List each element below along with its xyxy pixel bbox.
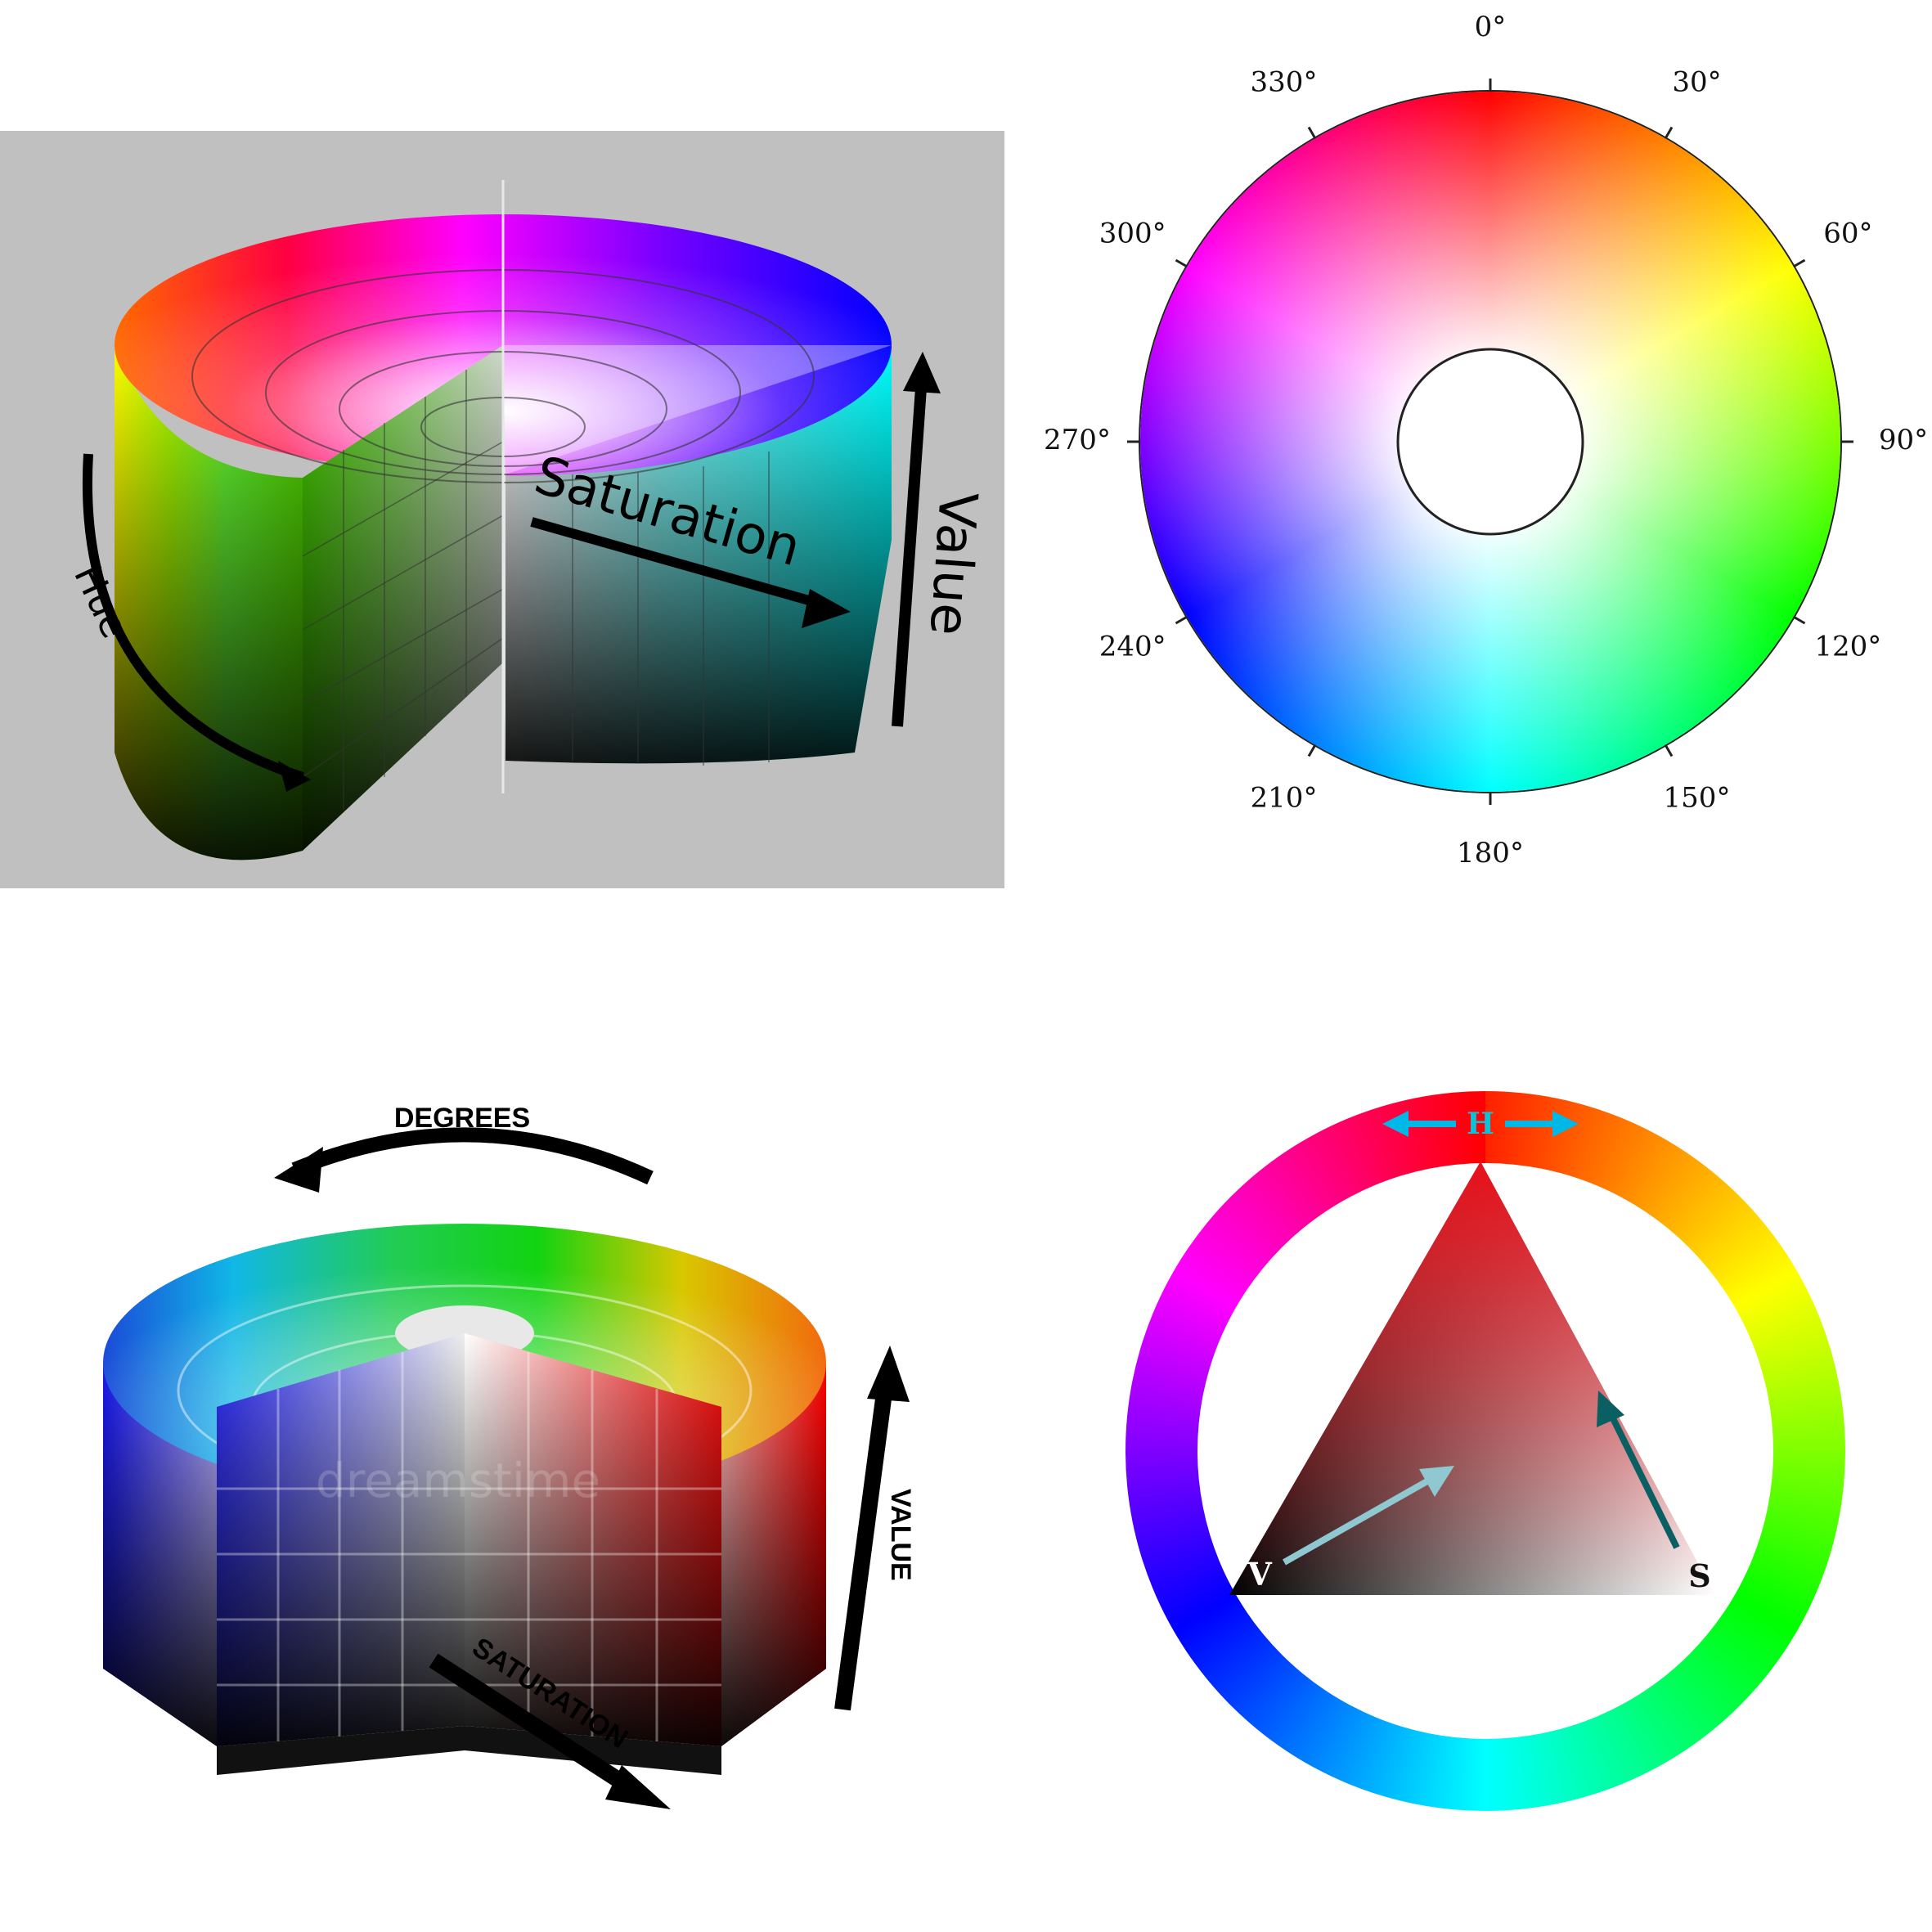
angle-label-330: 330° [1251, 66, 1318, 99]
hue-wheel-overlay: 0° 30° 60° 90° 120° 150° 180° 210° 240° … [1044, 11, 1928, 869]
value-arrow [834, 1373, 895, 1711]
saturation-arrow [530, 517, 828, 610]
hsv-triangle-panel: H V S [1088, 1063, 1932, 1881]
hsv-cylinder-panel: Hue Saturation Value [0, 131, 1004, 888]
degrees-arrow [291, 1127, 654, 1185]
angle-tick [1792, 258, 1806, 268]
angle-tick [1307, 744, 1317, 757]
s-label: S [1688, 1557, 1710, 1594]
angle-tick [1307, 126, 1317, 140]
angle-tick [1175, 615, 1188, 625]
saturation-arrow [429, 1653, 635, 1795]
angle-label-210: 210° [1251, 781, 1318, 814]
s-arrow [1608, 1413, 1680, 1549]
angle-label-300: 300° [1099, 218, 1166, 250]
angle-label-240: 240° [1099, 631, 1166, 663]
h-arrow [1382, 1111, 1579, 1137]
value-arrow [892, 375, 928, 727]
value-label: Value [918, 490, 988, 637]
center-hole [1396, 348, 1584, 536]
angle-tick [1792, 615, 1806, 625]
degrees-label: DEGREES [394, 1103, 530, 1134]
angle-label-180: 180° [1457, 837, 1524, 869]
hsv-cylinder-diagram: Hue Saturation Value [65, 180, 988, 860]
hue-wheel-panel: 0° 30° 60° 90° 120° 150° 180° 210° 240° … [1031, 0, 1932, 900]
angle-label-150: 150° [1664, 781, 1731, 814]
h-label: H [1467, 1107, 1494, 1141]
hue-arrow [83, 453, 304, 782]
angle-label-90: 90° [1879, 424, 1928, 456]
value-label: VALUE [885, 1489, 916, 1581]
sv-triangle-overlay: H V S [1229, 1107, 1715, 1595]
watermark: dreamstime [316, 1453, 600, 1508]
angle-label-0: 0° [1475, 11, 1507, 43]
angle-tick [1664, 126, 1674, 140]
angle-tick [1175, 258, 1188, 268]
angle-label-270: 270° [1044, 424, 1111, 456]
v-label: V [1247, 1556, 1273, 1593]
angle-tick [1664, 744, 1674, 757]
angle-label-30: 30° [1672, 66, 1721, 99]
v-arrow [1283, 1476, 1433, 1566]
cut-face-grid [302, 370, 770, 810]
angle-label-60: 60° [1823, 218, 1872, 250]
hsv-block-cylinder-panel: dreamstime DEGREES VALUE SATURATION [0, 1063, 965, 1932]
angle-label-120: 120° [1814, 631, 1881, 663]
hsv-block-cylinder-diagram: dreamstime DEGREES VALUE SATURATION [103, 1103, 916, 1809]
